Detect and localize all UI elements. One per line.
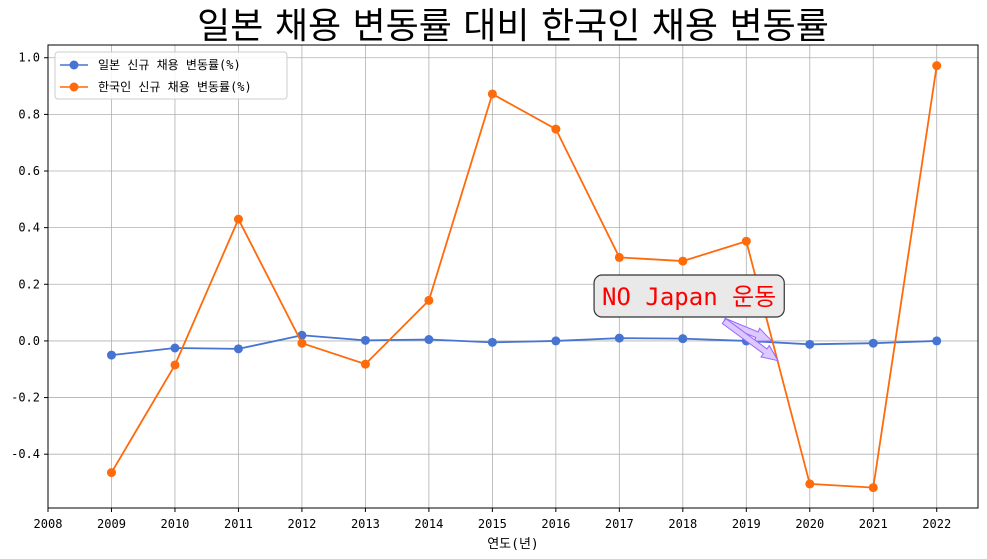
series-1-point [233, 214, 243, 224]
y-tick-label: 1.0 [18, 51, 40, 65]
series-0-point [678, 334, 688, 344]
series-0-point [487, 337, 497, 347]
series-0-point [932, 336, 942, 346]
series-1-point [297, 338, 307, 348]
x-tick-label: 2010 [161, 517, 190, 531]
x-tick-label: 2018 [668, 517, 697, 531]
series-1-point [551, 124, 561, 134]
y-tick-label: -0.2 [11, 391, 40, 405]
y-tick-label: 0.2 [18, 277, 40, 291]
x-tick-label: 2014 [414, 517, 443, 531]
x-tick-label: 2012 [287, 517, 316, 531]
series-0-point [424, 335, 434, 345]
series-1-point [741, 236, 751, 246]
x-tick-label: 2013 [351, 517, 380, 531]
annotation: NO Japan 운동 [593, 274, 785, 362]
series-line-1 [110, 65, 938, 489]
x-tick-label: 2008 [34, 517, 63, 531]
x-tick-label: 2021 [859, 517, 888, 531]
series-0-point [360, 335, 370, 345]
annotation-arrow [721, 318, 780, 362]
series-1-point [614, 252, 624, 262]
x-tick-label: 2009 [97, 517, 126, 531]
series-0-point [805, 339, 815, 349]
legend-frame [54, 51, 288, 100]
series-1-point [487, 89, 497, 99]
x-tick-label: 2019 [732, 517, 761, 531]
legend-marker-korean [69, 82, 79, 92]
x-tick-label: 2022 [922, 517, 951, 531]
series-0-point [233, 344, 243, 354]
series-1-point [360, 359, 370, 369]
plot-frame [47, 44, 979, 509]
series-1-point [106, 468, 116, 478]
series-1-point [424, 295, 434, 305]
x-tick-label: 2016 [541, 517, 570, 531]
legend: 일본 신규 채용 변동률(%) 한국인 신규 채용 변동률(%) [54, 51, 288, 100]
series-0-point [170, 343, 180, 353]
tick-labels: 2008 2009 2010 2011 2012 2013 2014 2015 2016 2017… [11, 51, 951, 531]
annotation-arrow [722, 317, 773, 342]
y-tick-label: 0.6 [18, 164, 40, 178]
series-1-point [868, 483, 878, 493]
series-1-point [170, 360, 180, 370]
legend-label-japan: 일본 신규 채용 변동률(%) [98, 58, 241, 72]
series-1-point [932, 61, 942, 71]
legend-label-korean: 한국인 신규 채용 변동률(%) [98, 80, 252, 94]
legend-marker-japan [69, 60, 79, 70]
annotation-box [593, 274, 785, 318]
x-tick-label: 2017 [605, 517, 634, 531]
x-tick-label: 2011 [224, 517, 253, 531]
series-1-point [805, 479, 815, 489]
series-line-0 [111, 334, 937, 356]
x-axis-label: 연도(년) [487, 537, 539, 552]
chart-title: 일본 채용 변동률 대비 한국인 채용 변동률 [197, 6, 829, 47]
grid [47, 45, 978, 508]
y-tick-label: 0.0 [18, 334, 40, 348]
y-tick-label: -0.4 [11, 447, 40, 461]
series-1-point [678, 256, 688, 266]
series-0-point [106, 350, 116, 360]
series-0-point [614, 333, 624, 343]
annotation-text: NO Japan 운동 [602, 283, 776, 311]
series-layer [106, 61, 942, 493]
x-tick-label: 2020 [795, 517, 824, 531]
series-0-point [551, 336, 561, 346]
series-0-point [868, 338, 878, 348]
y-tick-label: 0.8 [18, 107, 40, 121]
y-tick-label: 0.4 [18, 221, 40, 235]
x-tick-label: 2015 [478, 517, 507, 531]
